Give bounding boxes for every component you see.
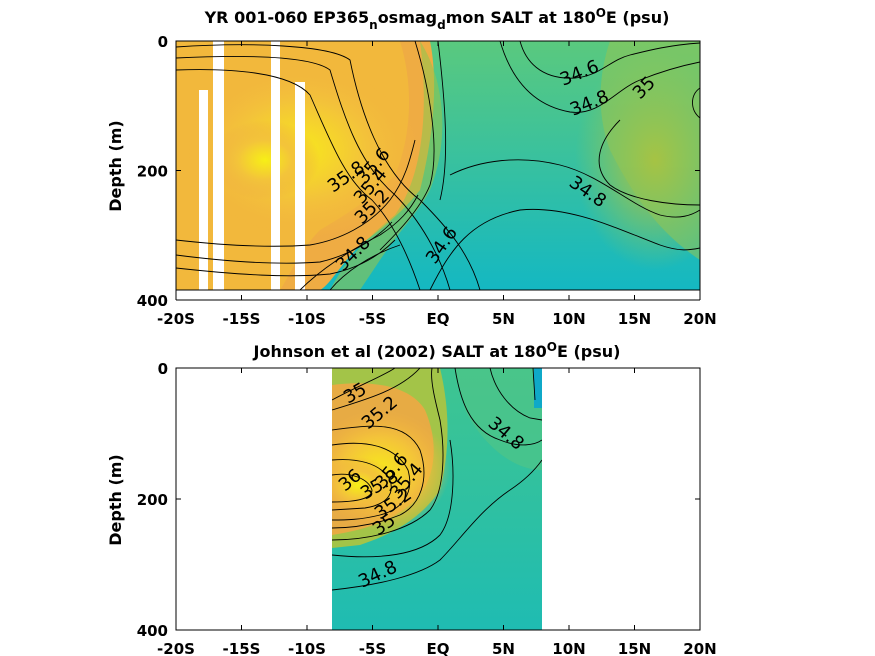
chart-title-1: YR 001-060 EP365nosmagdmon SALT at 180OE… xyxy=(204,6,670,32)
y-axis-label-2: Depth (m) xyxy=(106,454,125,546)
y-tick-label: 0 xyxy=(158,360,168,378)
x-tick-label: 5N xyxy=(492,310,515,328)
x-tick-label: -15S xyxy=(223,310,261,328)
x-tick-label: 5N xyxy=(492,640,515,656)
contour-lines-2 xyxy=(332,368,542,591)
y-tick-label: 0 xyxy=(158,33,168,51)
x-tick-label: EQ xyxy=(427,640,450,656)
axes-2: -20S -15S -10S -5S EQ 5N 10N 15N 20N 0 200 400 xyxy=(137,360,717,656)
x-tick-label: -10S xyxy=(288,310,326,328)
salinity-field-2 xyxy=(332,368,542,630)
y-tick-label: 400 xyxy=(137,622,168,640)
x-tick-label: 10N xyxy=(552,310,585,328)
chart-title-2: Johnson et al (2002) SALT at 180OE (psu) xyxy=(253,340,621,361)
panel-observed: Johnson et al (2002) SALT at 180OE (psu) xyxy=(106,340,717,656)
x-tick-label: 20N xyxy=(683,310,716,328)
x-tick-label: -5S xyxy=(359,640,386,656)
y-tick-label: 200 xyxy=(137,163,168,181)
x-tick-label: -15S xyxy=(223,640,261,656)
x-tick-label: 10N xyxy=(552,640,585,656)
x-tick-label: -5S xyxy=(359,310,386,328)
axes-1: -20S -15S -10S -5S EQ 5N 10N 15N 20N 0 200 400 xyxy=(137,33,717,328)
x-tick-label: -20S xyxy=(157,310,195,328)
y-tick-label: 200 xyxy=(137,491,168,509)
x-tick-label: -20S xyxy=(157,640,195,656)
x-tick-label: 15N xyxy=(618,310,651,328)
y-tick-label: 400 xyxy=(137,292,168,310)
x-tick-label: 20N xyxy=(683,640,716,656)
contour-lines-1 xyxy=(176,41,700,290)
y-axis-label-1: Depth (m) xyxy=(106,120,125,212)
x-tick-label: -10S xyxy=(288,640,326,656)
x-tick-label: EQ xyxy=(427,310,450,328)
salinity-field-1 xyxy=(176,41,700,290)
x-tick-label: 15N xyxy=(618,640,651,656)
panel-model: YR 001-060 EP365nosmagdmon SALT at 180OE… xyxy=(106,6,717,328)
